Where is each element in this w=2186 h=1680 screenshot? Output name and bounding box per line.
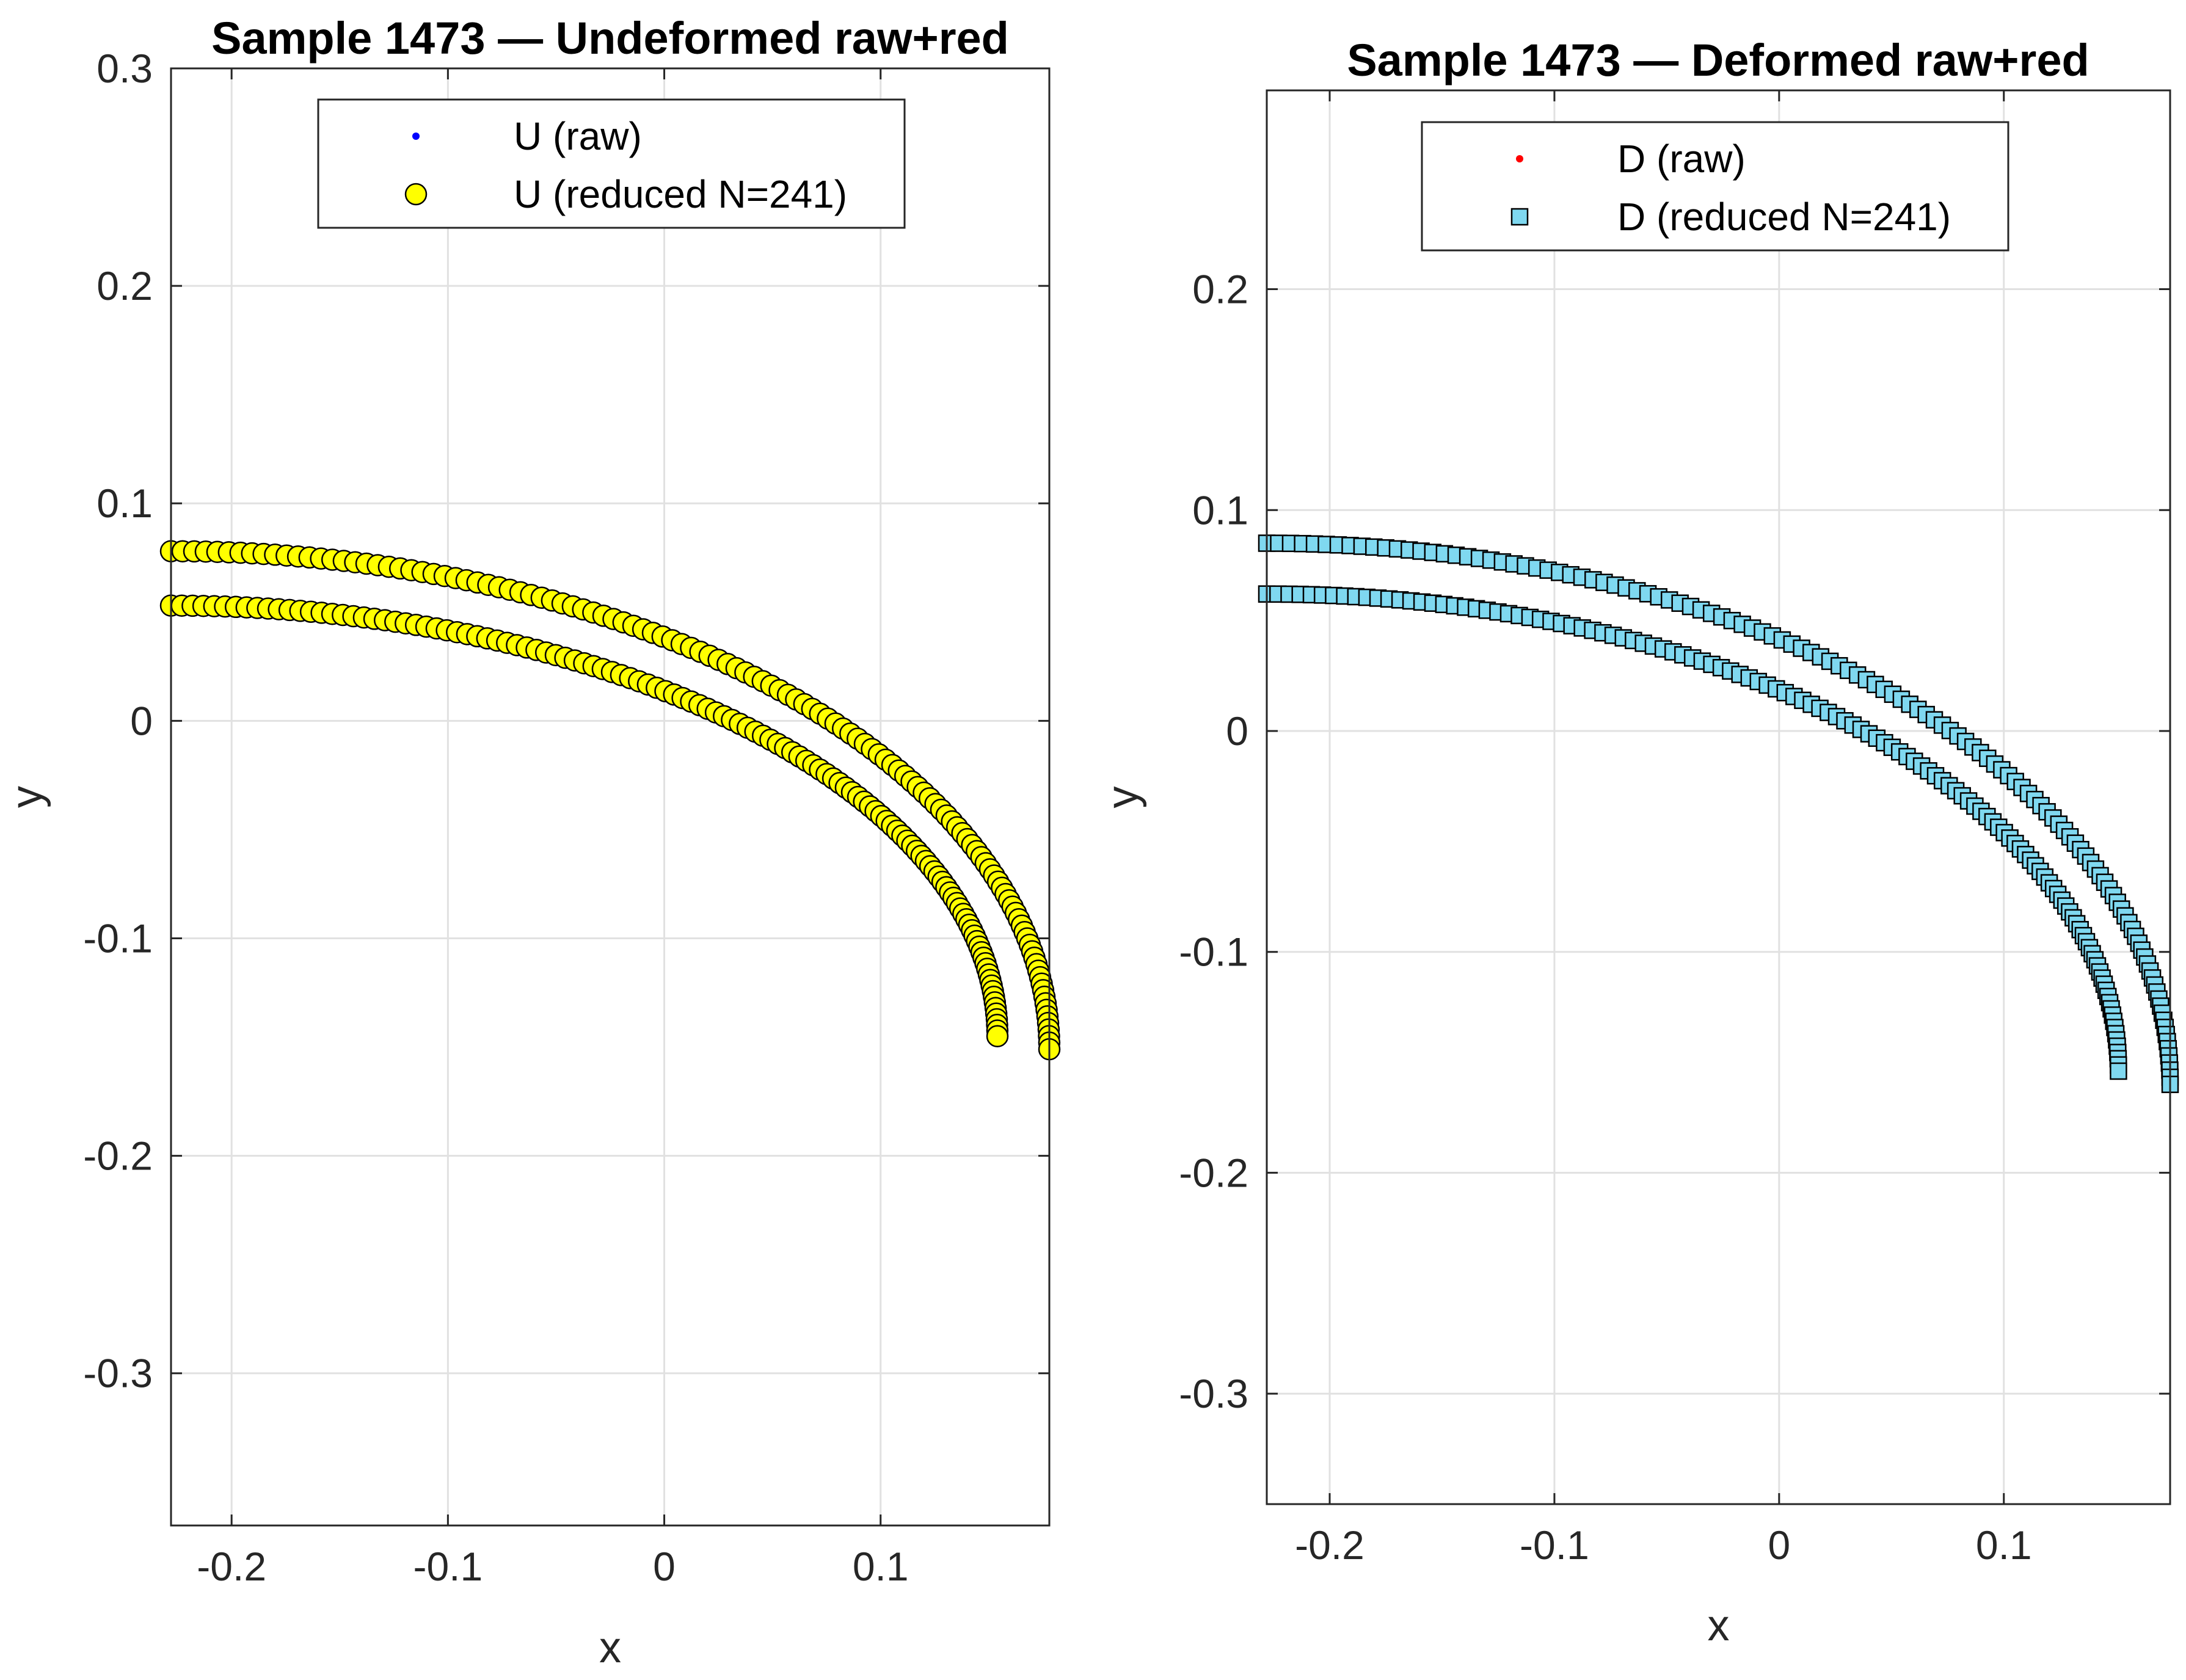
legend-label-raw: U (raw) xyxy=(514,114,642,158)
legend: U (raw) U (reduced N=241) xyxy=(317,98,906,229)
legend-marker-reduced xyxy=(404,183,428,206)
y-tick-label: -0.2 xyxy=(83,1133,153,1179)
y-tick-label: 0.3 xyxy=(97,46,153,91)
legend-marker-reduced xyxy=(1510,208,1529,226)
data-markers xyxy=(159,540,1061,1061)
y-axis-label: y xyxy=(2,786,51,808)
x-axis-label: x xyxy=(599,1623,621,1672)
right-chart-deformed: -0.2 -0.1 0 0.1 -0.3 -0.2 -0.1 0 0.1 0.2 Sample 14… xyxy=(1098,35,2179,1650)
y-axis-label: y xyxy=(1098,787,1147,809)
y-tick-label: -0.3 xyxy=(83,1351,153,1396)
y-tick-label: 0 xyxy=(1226,708,1248,754)
x-tick-label: -0.2 xyxy=(197,1544,266,1589)
data-markers xyxy=(1258,534,2179,1093)
y-tick-label: -0.2 xyxy=(1179,1150,1248,1195)
legend-label-reduced: D (reduced N=241) xyxy=(1617,195,1951,239)
y-tick-label: 0 xyxy=(130,698,153,743)
data-point-inner xyxy=(2110,1062,2127,1080)
axes-box xyxy=(1266,89,2171,1505)
y-tick-label: -0.1 xyxy=(83,915,153,961)
y-tick-label: 0.1 xyxy=(97,481,153,526)
x-tick-label: 0.1 xyxy=(1976,1522,2032,1568)
y-tick-label: 0.1 xyxy=(1192,487,1248,533)
left-chart-undeformed: -0.2 -0.1 0 0.1 -0.3 -0.2 -0.1 0 0.1 0.2 0.3 Sample… xyxy=(2,13,1061,1672)
data-point-inner xyxy=(986,1025,1009,1047)
legend-label-raw: D (raw) xyxy=(1617,137,1746,181)
plot-area xyxy=(171,68,1049,1525)
legend-label-reduced: U (reduced N=241) xyxy=(514,172,847,216)
legend-marker-raw xyxy=(412,133,420,140)
x-tick-label: 0.1 xyxy=(853,1544,909,1589)
legend-box xyxy=(1421,121,2009,252)
x-tick-label: -0.1 xyxy=(1520,1522,1589,1568)
legend-marker-raw xyxy=(1516,155,1523,162)
chart-title: Sample 1473 — Deformed raw+red xyxy=(1347,35,2089,85)
y-tick-label: 0.2 xyxy=(1192,267,1248,312)
plot-area xyxy=(1267,90,2170,1504)
legend: D (raw) D (reduced N=241) xyxy=(1421,121,2009,252)
axes-box xyxy=(170,67,1051,1527)
x-tick-label: 0 xyxy=(1768,1522,1790,1568)
y-tick-label: -0.3 xyxy=(1179,1371,1248,1416)
legend-box xyxy=(317,98,906,229)
x-tick-label: 0 xyxy=(653,1544,676,1589)
y-tick-label: 0.2 xyxy=(97,263,153,308)
x-tick-label: -0.2 xyxy=(1295,1522,1364,1568)
chart-title: Sample 1473 — Undeformed raw+red xyxy=(211,13,1009,64)
y-tick-label: -0.1 xyxy=(1179,929,1248,975)
x-tick-label: -0.1 xyxy=(413,1544,483,1589)
x-axis-label: x xyxy=(1708,1601,1730,1650)
